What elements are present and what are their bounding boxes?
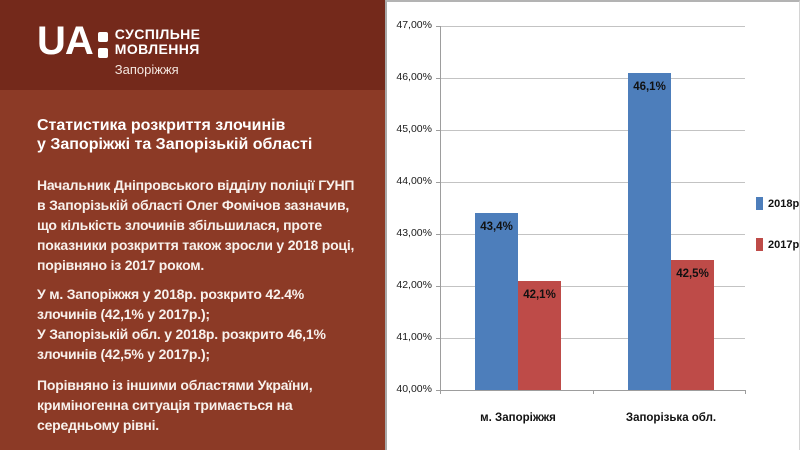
brand-header: UA СУСПІЛЬНЕ МОВЛЕННЯ Запоріжжя <box>0 0 385 90</box>
ua-suspilne-logo: UA СУСПІЛЬНЕ МОВЛЕННЯ Запоріжжя <box>37 19 201 78</box>
y-axis-tick-label: 45,00% <box>396 123 432 135</box>
legend-item: 2018р. <box>756 197 800 210</box>
category-label: Запорізька обл. <box>625 412 717 424</box>
legend-label: 2017р. <box>768 238 800 251</box>
logo-wordmark: СУСПІЛЬНЕ МОВЛЕННЯ <box>114 26 201 57</box>
y-axis-tick <box>436 78 440 79</box>
bar-value-label: 42,1% <box>523 289 556 301</box>
article-title: Статистика розкриття злочинів у Запоріжж… <box>37 117 313 153</box>
gridline <box>440 234 745 235</box>
category-label: м. Запоріжжя <box>480 412 556 424</box>
y-axis-tick-label: 46,00% <box>396 71 432 83</box>
y-axis-tick-label: 47,00% <box>396 19 432 31</box>
bar-value-label: 42,5% <box>676 268 709 280</box>
bar <box>628 73 671 390</box>
chart-panel: 47,00% 46,00% 45,00% 44,00% 43,00% 42,00% 41,0… <box>385 0 800 450</box>
logo-region: Запоріжжя <box>114 62 179 77</box>
logo-colon-icon <box>97 32 108 58</box>
text-panel: UA СУСПІЛЬНЕ МОВЛЕННЯ Запоріжжя Статисти… <box>0 0 385 450</box>
x-axis-tick <box>440 390 441 394</box>
bar-value-label: 46,1% <box>633 81 666 93</box>
gridline <box>440 26 745 27</box>
y-axis-tick-label: 40,00% <box>396 383 432 395</box>
paragraph-stats: У м. Запоріжжя у 2018р. розкрито 42.4% з… <box>37 286 326 362</box>
article-content: Статистика розкриття злочинів у Запоріжж… <box>37 116 379 435</box>
y-axis-tick <box>436 286 440 287</box>
y-axis-tick <box>436 390 440 391</box>
gridline <box>440 286 745 287</box>
y-axis-tick-label: 41,00% <box>396 331 432 343</box>
gridline <box>440 78 745 79</box>
y-axis-tick <box>436 130 440 131</box>
gridline <box>440 182 745 183</box>
bar <box>671 260 714 390</box>
x-axis-line <box>440 390 745 391</box>
x-axis-tick <box>745 390 746 394</box>
x-axis-tick <box>593 390 594 394</box>
paragraph-outro: Порівняно із іншими областями України, к… <box>37 377 313 433</box>
bar-value-label: 43,4% <box>480 221 513 233</box>
logo-wordmark-block: СУСПІЛЬНЕ МОВЛЕННЯ Запоріжжя <box>114 24 201 78</box>
y-axis-tick-label: 43,00% <box>396 227 432 239</box>
legend-item: 2017р. <box>756 238 800 251</box>
y-axis-tick <box>436 182 440 183</box>
legend-swatch <box>756 238 763 251</box>
y-axis-tick-label: 44,00% <box>396 175 432 187</box>
y-axis-tick <box>436 338 440 339</box>
paragraph-intro: Начальник Дніпровського відділу поліції … <box>37 177 355 273</box>
gridline <box>440 338 745 339</box>
y-axis-tick <box>436 234 440 235</box>
y-axis-line <box>440 26 441 390</box>
bar <box>475 213 518 390</box>
legend-label: 2018р. <box>768 197 800 210</box>
legend-swatch <box>756 197 763 210</box>
y-axis-tick-label: 42,00% <box>396 279 432 291</box>
gridline <box>440 130 745 131</box>
logo-ua-text: UA <box>37 19 94 63</box>
bar <box>518 281 561 390</box>
y-axis-tick <box>436 26 440 27</box>
